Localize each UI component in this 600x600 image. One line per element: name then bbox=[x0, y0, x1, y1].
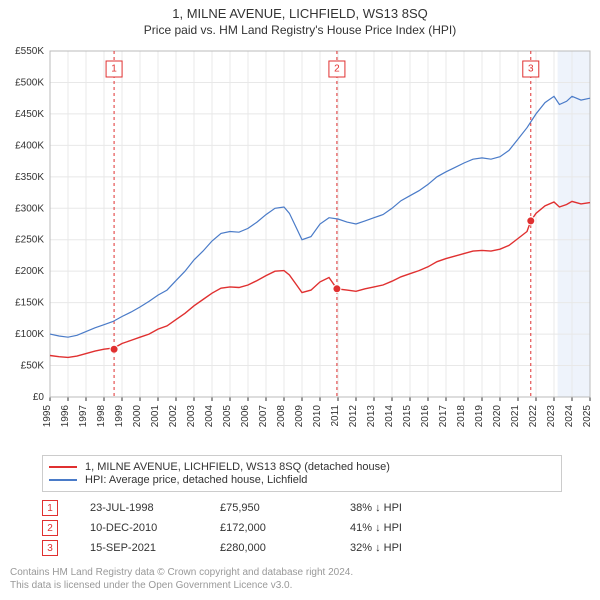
sale-date: 23-JUL-1998 bbox=[90, 502, 220, 514]
svg-text:2012: 2012 bbox=[348, 405, 359, 428]
legend-swatch bbox=[49, 479, 77, 481]
title-sub: Price paid vs. HM Land Registry's House … bbox=[0, 23, 600, 37]
svg-text:£300K: £300K bbox=[15, 203, 44, 214]
svg-text:2018: 2018 bbox=[456, 405, 467, 428]
svg-text:2013: 2013 bbox=[366, 405, 377, 428]
sale-marker: 1 bbox=[42, 500, 58, 516]
svg-text:1999: 1999 bbox=[114, 405, 125, 428]
svg-text:£550K: £550K bbox=[15, 46, 44, 57]
footer-line-2: This data is licensed under the Open Gov… bbox=[10, 579, 590, 592]
chart-svg: £0 £50K £100K £150K £200K £250K £300K £350K £400… bbox=[0, 45, 600, 449]
svg-text:2001: 2001 bbox=[150, 405, 161, 428]
svg-text:2020: 2020 bbox=[492, 405, 503, 428]
svg-text:2017: 2017 bbox=[438, 405, 449, 428]
svg-text:2007: 2007 bbox=[258, 405, 269, 428]
svg-text:2019: 2019 bbox=[474, 405, 485, 428]
legend-label: 1, MILNE AVENUE, LICHFIELD, WS13 8SQ (de… bbox=[85, 461, 390, 473]
footer-line-1: Contains HM Land Registry data © Crown c… bbox=[10, 566, 590, 579]
svg-text:1996: 1996 bbox=[60, 405, 71, 428]
sale-row: 1 23-JUL-1998£75,95038% ↓ HPI bbox=[42, 500, 562, 516]
sale-row: 2 10-DEC-2010£172,00041% ↓ HPI bbox=[42, 520, 562, 536]
svg-text:£50K: £50K bbox=[21, 361, 45, 372]
legend-label: HPI: Average price, detached house, Lich… bbox=[85, 474, 307, 486]
sale-hpi: 41% ↓ HPI bbox=[350, 522, 470, 534]
svg-text:2011: 2011 bbox=[330, 405, 341, 427]
svg-text:2000: 2000 bbox=[132, 405, 143, 428]
svg-text:2024: 2024 bbox=[564, 405, 575, 428]
sales-table: 1 23-JUL-1998£75,95038% ↓ HPI 2 10-DEC-2010… bbox=[42, 500, 562, 556]
svg-text:2005: 2005 bbox=[222, 405, 233, 428]
sale-price: £280,000 bbox=[220, 542, 350, 554]
svg-text:1995: 1995 bbox=[42, 405, 53, 428]
svg-text:2: 2 bbox=[334, 64, 340, 75]
svg-text:£150K: £150K bbox=[15, 298, 44, 309]
svg-text:£100K: £100K bbox=[15, 329, 44, 340]
sale-hpi: 38% ↓ HPI bbox=[350, 502, 470, 514]
chart-area: £0 £50K £100K £150K £200K £250K £300K £350K £400… bbox=[0, 45, 600, 449]
sale-hpi: 32% ↓ HPI bbox=[350, 542, 470, 554]
svg-text:2002: 2002 bbox=[168, 405, 179, 428]
sale-marker: 3 bbox=[42, 540, 58, 556]
sale-row: 3 15-SEP-2021£280,00032% ↓ HPI bbox=[42, 540, 562, 556]
legend-row: 1, MILNE AVENUE, LICHFIELD, WS13 8SQ (de… bbox=[49, 461, 555, 473]
svg-text:2008: 2008 bbox=[276, 405, 287, 428]
svg-text:£450K: £450K bbox=[15, 109, 44, 120]
svg-text:2023: 2023 bbox=[546, 405, 557, 428]
legend-swatch bbox=[49, 466, 77, 468]
svg-text:£350K: £350K bbox=[15, 172, 44, 183]
svg-text:2003: 2003 bbox=[186, 405, 197, 428]
sale-price: £75,950 bbox=[220, 502, 350, 514]
sale-marker: 2 bbox=[42, 520, 58, 536]
legend-row: HPI: Average price, detached house, Lich… bbox=[49, 474, 555, 486]
svg-text:1: 1 bbox=[111, 64, 117, 75]
svg-text:2010: 2010 bbox=[312, 405, 323, 428]
svg-text:2006: 2006 bbox=[240, 405, 251, 428]
sale-date: 15-SEP-2021 bbox=[90, 542, 220, 554]
sale-date: 10-DEC-2010 bbox=[90, 522, 220, 534]
svg-text:2014: 2014 bbox=[384, 405, 395, 428]
footer: Contains HM Land Registry data © Crown c… bbox=[10, 566, 590, 600]
svg-text:2009: 2009 bbox=[294, 405, 305, 428]
sale-price: £172,000 bbox=[220, 522, 350, 534]
chart-container: 1, MILNE AVENUE, LICHFIELD, WS13 8SQ Pri… bbox=[0, 0, 600, 600]
title-main: 1, MILNE AVENUE, LICHFIELD, WS13 8SQ bbox=[0, 6, 600, 21]
title-block: 1, MILNE AVENUE, LICHFIELD, WS13 8SQ Pri… bbox=[0, 0, 600, 45]
svg-text:£400K: £400K bbox=[15, 140, 44, 151]
svg-text:1997: 1997 bbox=[78, 405, 89, 428]
svg-text:£250K: £250K bbox=[15, 235, 44, 246]
svg-text:1998: 1998 bbox=[96, 405, 107, 428]
svg-text:3: 3 bbox=[528, 64, 534, 75]
legend: 1, MILNE AVENUE, LICHFIELD, WS13 8SQ (de… bbox=[42, 455, 562, 492]
svg-text:2022: 2022 bbox=[528, 405, 539, 428]
svg-text:2016: 2016 bbox=[420, 405, 431, 428]
svg-text:2021: 2021 bbox=[510, 405, 521, 428]
svg-text:2004: 2004 bbox=[204, 405, 215, 428]
svg-text:2015: 2015 bbox=[402, 405, 413, 428]
svg-text:£0: £0 bbox=[33, 392, 45, 403]
svg-text:£500K: £500K bbox=[15, 77, 44, 88]
svg-text:2025: 2025 bbox=[582, 405, 593, 428]
svg-text:£200K: £200K bbox=[15, 266, 44, 277]
